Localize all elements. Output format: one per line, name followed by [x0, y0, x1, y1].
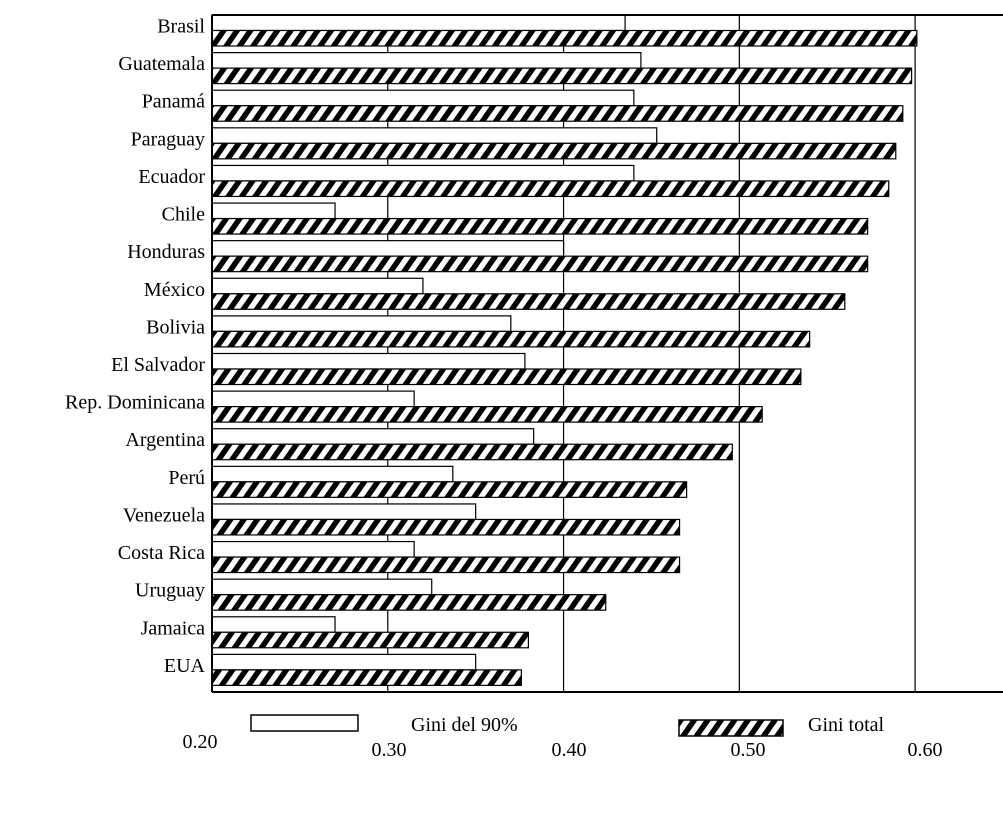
bar-gini-total-panama: [211, 105, 904, 122]
bar-gini-90-rep-dominicana: [211, 390, 415, 408]
bar-gini-total-el-salvador: [211, 368, 802, 386]
bar-gini-total-jamaica: [211, 631, 529, 649]
category-label-venezuela: Venezuela: [123, 504, 205, 526]
bar-gini-total-argentina: [211, 443, 733, 461]
bar-gini-90-ecuador: [211, 164, 635, 182]
category-label-costa-rica: Costa Rica: [118, 542, 205, 564]
legend-label-gini-90: Gini del 90%: [411, 714, 518, 736]
bar-gini-total-brasil: [211, 29, 918, 47]
bar-gini-total-ecuador: [211, 180, 890, 198]
bar-gini-total-guatemala: [211, 67, 913, 85]
category-label-chile: Chile: [162, 204, 205, 226]
category-label-brasil: Brasil: [157, 16, 205, 38]
bar-gini-total-chile: [211, 217, 869, 235]
bars: [211, 14, 918, 686]
bar-gini-90-eua: [211, 653, 477, 671]
bar-gini-total-bolivia: [211, 330, 811, 348]
category-label-paraguay: Paraguay: [131, 128, 205, 150]
bar-gini-total-peru: [211, 481, 688, 498]
x-tick-label-0-30: 0.30: [372, 739, 407, 761]
category-label-uruguay: Uruguay: [135, 580, 205, 602]
x-tick-label-0-60: 0.60: [908, 739, 943, 761]
x-tick-label-0-40: 0.40: [552, 739, 587, 761]
bar-gini-total-costa-rica: [211, 556, 681, 574]
category-label-ecuador: Ecuador: [138, 166, 205, 188]
category-label-argentina: Argentina: [125, 429, 205, 451]
bar-gini-90-honduras: [211, 240, 565, 257]
x-tick-label-0-50: 0.50: [731, 739, 766, 761]
bar-gini-90-bolivia: [211, 315, 512, 332]
bar-gini-90-costa-rica: [211, 540, 415, 558]
category-labels: Brasil Guatemala Panamá Paraguay Ecuador Chil…: [65, 16, 206, 677]
x-tick-labels: 0.20 0.30 0.40 0.50 0.60: [183, 731, 943, 761]
category-label-peru: Perú: [168, 467, 205, 489]
bar-gini-total-venezuela: [211, 518, 681, 536]
axes: [211, 14, 1003, 693]
category-label-bolivia: Bolivia: [146, 316, 205, 338]
bar-gini-90-uruguay: [211, 578, 433, 596]
legend-label-gini-total: Gini total: [808, 714, 885, 736]
category-label-honduras: Honduras: [127, 241, 205, 263]
bar-gini-90-panama: [211, 89, 635, 107]
bar-gini-total-paraguay: [211, 142, 897, 160]
bar-gini-90-brasil: [211, 14, 626, 32]
bar-gini-90-peru: [211, 465, 454, 483]
x-tick-label-0-20: 0.20: [183, 731, 218, 753]
bar-gini-total-honduras: [211, 255, 869, 273]
category-label-jamaica: Jamaica: [141, 617, 206, 639]
legend-swatch-gini-90: [250, 714, 359, 732]
bar-gini-90-chile: [211, 202, 336, 220]
category-label-panama: Panamá: [142, 91, 205, 113]
category-label-mexico: México: [144, 279, 205, 301]
category-label-rep-dominicana: Rep. Dominicana: [65, 392, 205, 414]
bar-gini-90-jamaica: [211, 616, 336, 633]
bar-gini-90-guatemala: [211, 52, 642, 69]
bar-gini-90-mexico: [211, 277, 424, 295]
bar-gini-90-argentina: [211, 428, 535, 445]
category-label-el-salvador: El Salvador: [111, 354, 205, 376]
bar-gini-total-rep-dominicana: [211, 406, 763, 423]
category-label-guatemala: Guatemala: [118, 53, 205, 75]
bar-gini-total-eua: [211, 669, 522, 686]
legend: Gini del 90% Gini total: [250, 714, 885, 737]
category-label-eua: EUA: [164, 655, 206, 677]
bar-gini-total-mexico: [211, 293, 846, 310]
bar-gini-90-venezuela: [211, 503, 477, 521]
bar-gini-total-uruguay: [211, 594, 607, 611]
bar-gini-90-paraguay: [211, 127, 658, 144]
bar-gini-90-el-salvador: [211, 352, 526, 370]
legend-swatch-gini-total: [678, 719, 784, 737]
